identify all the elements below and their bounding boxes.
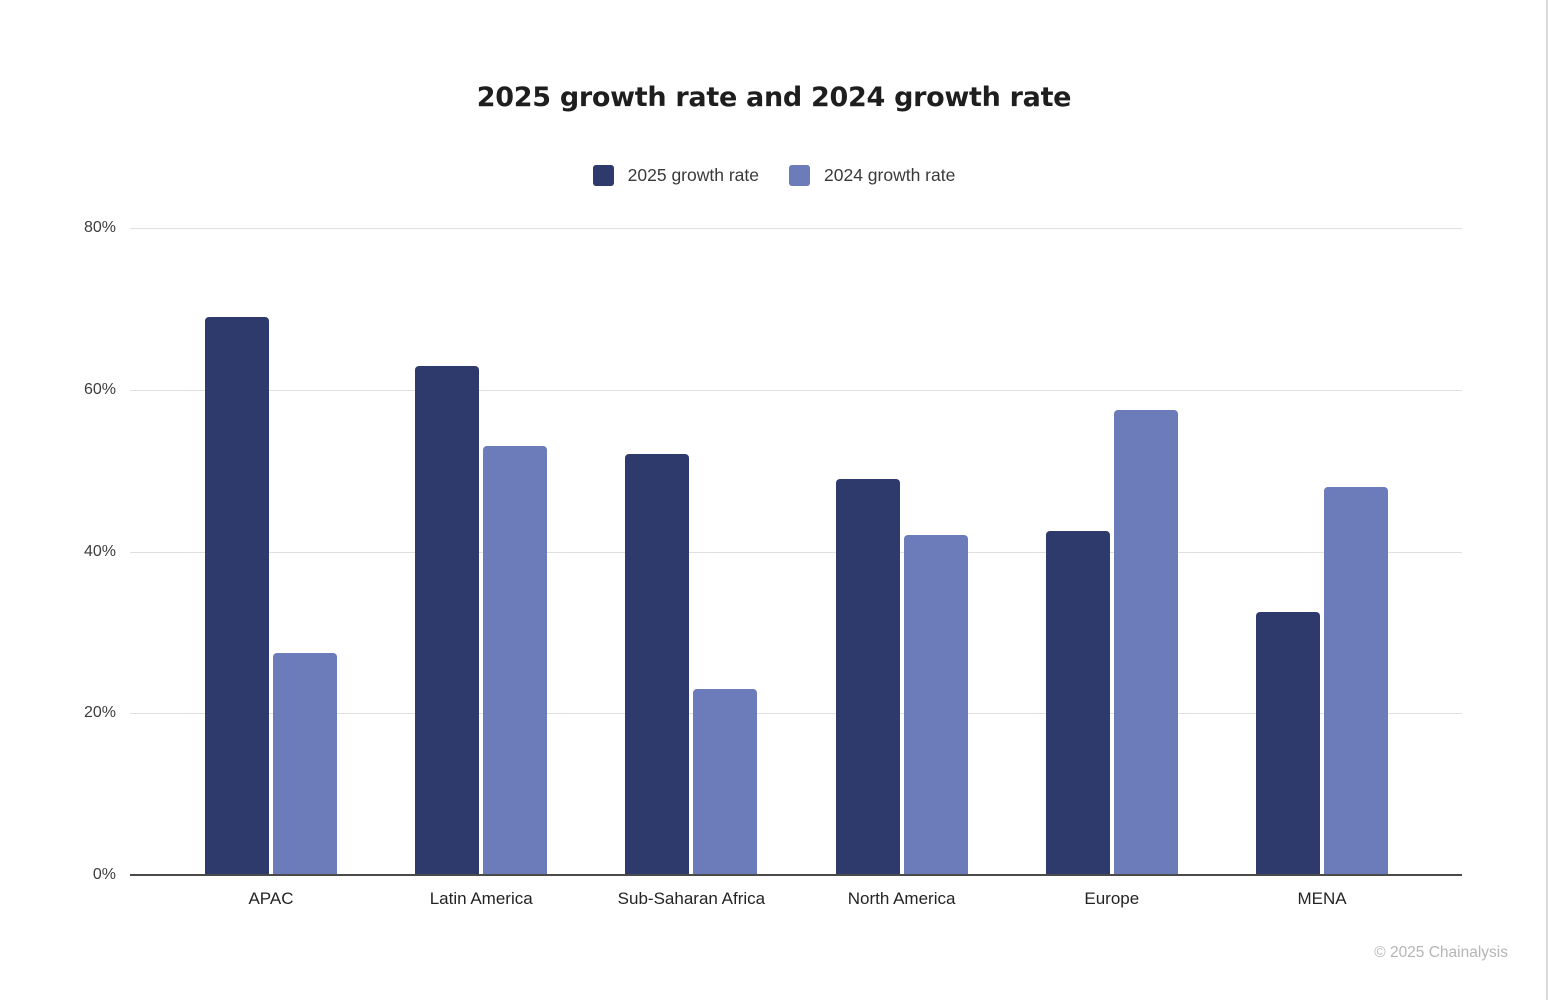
plot-area: 0% 20% 40% 60% 80% APAC Latin America Sub-Sahar… — [84, 219, 1462, 908]
y-tick-label: 60% — [83, 380, 116, 398]
x-axis-label: North America — [847, 889, 956, 908]
bar-2024-apac — [273, 652, 337, 875]
x-axis-line — [130, 874, 1462, 876]
x-axis-label: Latin America — [429, 889, 533, 908]
x-axis-label: Europe — [1084, 889, 1140, 908]
y-tick-label: 20% — [83, 704, 116, 722]
right-edge-divider — [1546, 0, 1548, 1000]
gridline-40 — [130, 551, 1462, 553]
gridline-60 — [130, 389, 1462, 391]
y-tick-label: 0% — [92, 866, 116, 883]
y-tick-label: 40% — [83, 542, 116, 560]
bar-2025-mena — [1256, 612, 1320, 875]
legend-item: 2024 growth rate — [789, 165, 955, 186]
bar-2025-north-america — [835, 478, 900, 875]
bar-2024-latin-america — [483, 446, 548, 875]
bar-2025-europe — [1045, 531, 1110, 875]
x-axis-label: MENA — [1297, 889, 1347, 908]
bar-2025-sub-saharan-africa — [625, 454, 690, 875]
bar-2025-apac — [205, 316, 269, 875]
legend-label: 2025 growth rate — [627, 165, 759, 185]
chart-title: 2025 growth rate and 2024 growth rate — [476, 82, 1072, 113]
gridline-20 — [130, 713, 1462, 715]
x-axis-label: Sub-Saharan Africa — [617, 889, 766, 908]
chart-legend: 2025 growth rate 2024 growth rate — [0, 165, 1548, 186]
bar-2024-north-america — [903, 535, 968, 875]
x-axis-label: APAC — [248, 889, 294, 908]
y-tick-label: 80% — [83, 219, 116, 236]
gridline-80 — [130, 228, 1462, 229]
bar-2024-europe — [1113, 409, 1178, 875]
legend-swatch — [592, 165, 614, 186]
copyright-text: © 2025 Chainalysis — [1374, 944, 1508, 961]
legend-label: 2024 growth rate — [824, 165, 956, 185]
bar-2025-latin-america — [415, 365, 480, 875]
bar-2024-sub-saharan-africa — [693, 689, 758, 875]
bar-2024-mena — [1324, 486, 1388, 875]
legend-item: 2025 growth rate — [592, 165, 759, 186]
legend-swatch — [789, 165, 810, 186]
